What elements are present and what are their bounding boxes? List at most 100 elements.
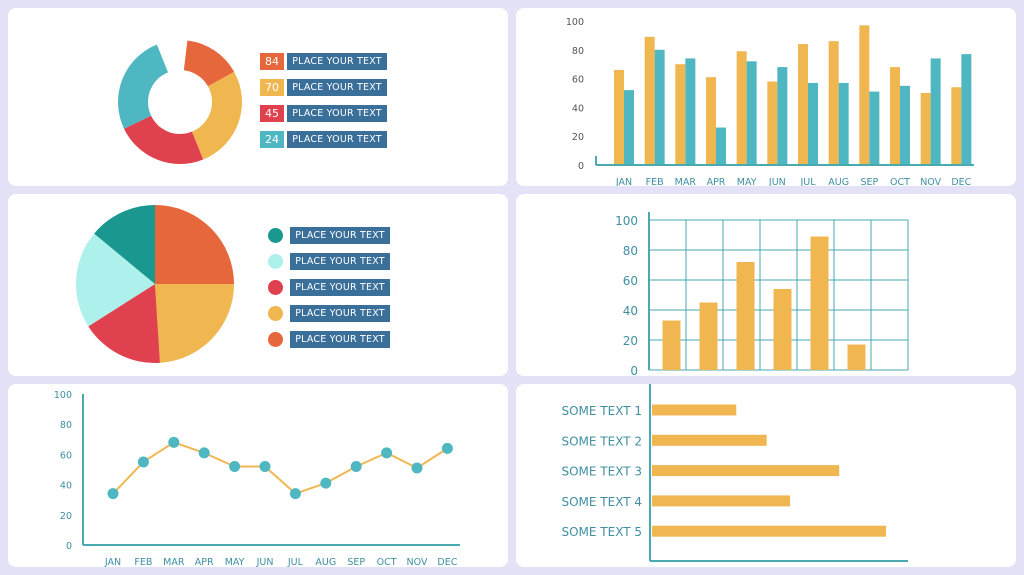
y-tick-label: 60 [623,274,638,288]
x-tick-label: MAY [737,177,757,186]
x-tick-label: JUN [768,177,786,186]
x-tick-label: NOV [920,177,941,186]
data-point [137,456,149,468]
bar [654,49,665,165]
bar [961,54,972,166]
bar [777,67,788,165]
donut-legend-item: 70 PLACE YOUR TEXT [260,79,387,96]
data-point [107,488,119,500]
bar [675,64,686,165]
x-tick-label: SEP [347,557,365,567]
donut-legend-item: 45 PLACE YOUR TEXT [260,105,387,122]
bar [716,127,726,165]
y-tick-label: 40 [60,481,72,492]
y-tick-label: 0 [66,541,72,552]
donut-segment [191,71,242,160]
pie-legend-item: PLACE YOUR TEXT [268,227,390,244]
grid-bar-chart-panel: 0 20 40 60 80 100 [516,194,1016,376]
y-tick-label: 40 [572,103,584,114]
bar [859,25,870,165]
bar [706,77,716,165]
grouped-bar-chart-panel: 0 20 40 60 80 100 JAN FEB MAR APR MAY JUN JUL AUG SEP O… [516,8,1016,186]
donut-legend-value: 45 [260,105,284,122]
legend-dot-icon [268,280,283,295]
x-tick-label: APR [195,557,214,567]
bar [736,51,747,165]
y-tick-label: 60 [60,450,72,461]
pie-chart-panel: PLACE YOUR TEXT PLACE YOUR TEXT PLACE YOUR… [8,194,508,376]
pie-slice [76,233,155,327]
horizontal-bar-chart-panel: SOME TEXT 1 SOME TEXT 2 SOME TEXT 3 SOME TE… [516,384,1016,567]
bar [828,41,839,165]
bar [900,85,910,165]
x-tick-label: JUN [256,557,274,567]
bar [662,320,681,370]
donut-segment [118,44,169,129]
bar [773,289,792,370]
horizontal-bar-chart: SOME TEXT 1 SOME TEXT 2 SOME TEXT 3 SOME TE… [561,384,908,562]
grouped-bar-chart: 0 20 40 60 80 100 JAN FEB MAR APR MAY JUN JUL AUG SEP O… [566,17,974,186]
data-point [229,460,241,472]
bar [685,58,696,165]
donut-legend-label: PLACE YOUR TEXT [287,131,387,148]
donut-segment [124,115,204,164]
x-tick-label: JUL [799,177,816,186]
x-tick-label: NOV [407,557,428,567]
y-category-label: SOME TEXT 5 [561,525,642,539]
pie-legend-label: PLACE YOUR TEXT [290,253,390,270]
donut-legend-label: PLACE YOUR TEXT [287,79,387,96]
bar [767,81,778,165]
data-point [381,447,393,459]
bar [614,69,624,165]
bar [810,236,829,370]
pie-legend-item: PLACE YOUR TEXT [268,253,390,270]
x-tick-label: DEC [951,177,971,186]
x-tick-label: MAY [225,557,245,567]
x-tick-label: SEP [860,177,878,186]
bar [951,87,962,165]
y-tick-label: 40 [623,304,638,318]
data-point [289,488,301,500]
pie-slice [155,205,234,284]
legend-dot-icon [268,306,283,321]
pie-chart [76,205,234,363]
donut-legend-label: PLACE YOUR TEXT [287,105,387,122]
bar [930,58,941,165]
pie-legend-label: PLACE YOUR TEXT [290,331,390,348]
y-category-label: SOME TEXT 3 [561,465,642,479]
y-category-label: SOME TEXT 4 [561,495,642,509]
bar [890,67,900,165]
bar [798,44,808,165]
bar [736,262,755,370]
series-line [112,441,448,495]
data-point [168,436,180,448]
bar [920,93,931,165]
bar [652,434,767,446]
donut-legend-value: 84 [260,53,284,70]
y-tick-label: 20 [60,511,72,522]
donut-legend-item: 24 PLACE YOUR TEXT [260,131,387,148]
bar [869,91,880,165]
pie-legend-label: PLACE YOUR TEXT [290,305,390,322]
legend-dot-icon [268,228,283,243]
pie-legend-label: PLACE YOUR TEXT [290,227,390,244]
line-chart: 0 20 40 60 80 100 JAN FEB MAR APR MAY JUN JUL AUG SEP O… [54,390,460,567]
bar [746,61,757,165]
x-tick-label: DEC [437,557,457,567]
y-tick-label: 20 [623,334,638,348]
line-chart-panel: 0 20 40 60 80 100 JAN FEB MAR APR MAY JUN JUL AUG SEP O… [8,384,508,567]
y-tick-label: 100 [566,17,584,28]
bar [652,465,840,477]
x-tick-label: FEB [134,557,152,567]
x-tick-label: JAN [615,177,632,186]
donut-segment [183,40,235,87]
x-tick-label: OCT [377,557,397,567]
legend-dot-icon [268,332,283,347]
pie-slice [94,205,155,284]
y-tick-label: 20 [572,132,584,143]
x-tick-label: OCT [890,177,910,186]
y-tick-label: 80 [572,46,584,57]
bar [808,82,818,165]
bar [699,302,718,370]
x-tick-label: JAN [104,557,121,567]
